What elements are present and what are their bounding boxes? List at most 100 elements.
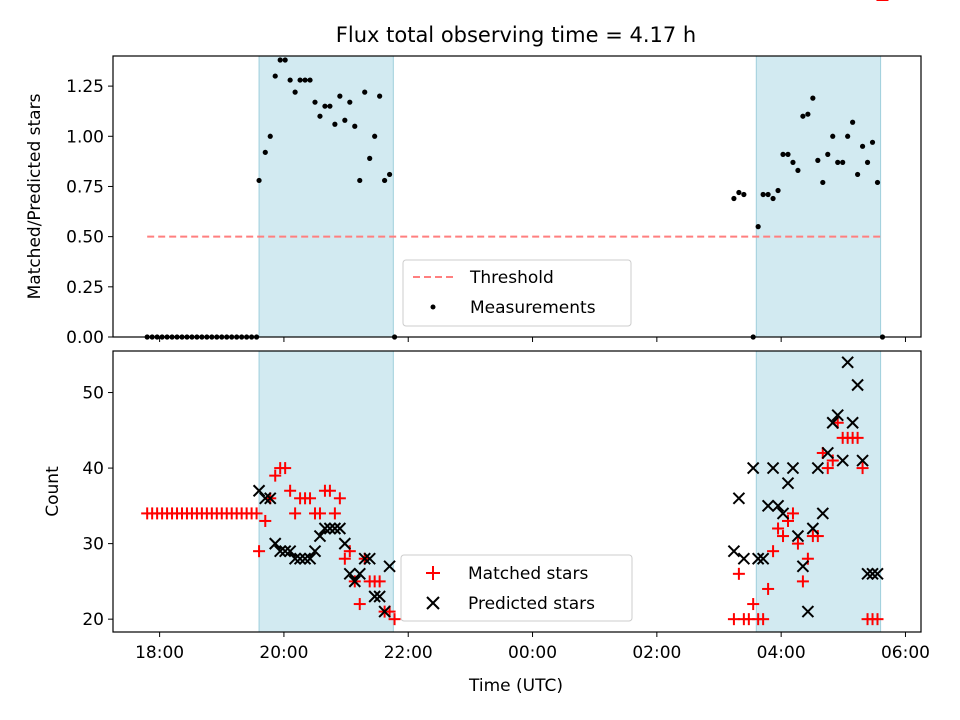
matched-star-point (304, 492, 317, 505)
predicted-star-point (318, 522, 332, 535)
x-tick-label: 20:00 (259, 643, 308, 663)
predicted-star-point (328, 522, 342, 535)
count-y-tick-label: 30 (82, 535, 104, 555)
predicted-star-point (353, 567, 366, 581)
threshold-legend-label: Threshold (469, 268, 554, 288)
matched-star-point (767, 545, 780, 558)
predicted-star-point (308, 544, 322, 558)
matched-star-point (323, 484, 336, 497)
measurement-point (287, 77, 293, 83)
matched-star-point (284, 484, 297, 497)
ratio-panel-frame (112, 55, 922, 338)
measurement-point (840, 159, 846, 165)
predicted-star-point (871, 567, 884, 581)
matched-star-point (313, 507, 326, 520)
measurement-point (302, 77, 308, 83)
measurement-point (372, 133, 378, 139)
predicted-star-point (737, 552, 751, 565)
measurement-point (760, 191, 766, 198)
predicted-star-point (348, 575, 361, 588)
measurement-point (322, 103, 328, 109)
measurement-point (850, 119, 856, 125)
predicted-star-point (846, 416, 859, 429)
matched-star-point (801, 552, 814, 565)
x-tick-label: 00:00 (508, 643, 557, 663)
matched-star-point (253, 545, 266, 558)
measurement-point (874, 179, 881, 186)
measurements-legend-label: Measurements (470, 298, 596, 318)
chart-title: Flux total observing time = 4.17 h (336, 23, 696, 47)
predicted-star-point (851, 378, 864, 392)
count-y-tick-label: 40 (82, 459, 104, 479)
measurement-point (755, 224, 761, 230)
predicted-star-point (811, 461, 825, 475)
x-axis-label: Time (UTC) (468, 676, 563, 696)
predicted-star-point (333, 522, 347, 535)
predicted-star-point (343, 567, 357, 581)
matched-star-point (772, 522, 785, 535)
measurement-point (352, 123, 358, 129)
predicted-star-point (727, 544, 741, 558)
count-legend-box (400, 554, 633, 622)
ratio-y-tick-label: 0.00 (66, 328, 104, 348)
measurement-point (805, 111, 811, 117)
matched-star-point (269, 469, 282, 482)
observing-window (755, 55, 882, 338)
predicted-star-point (269, 537, 282, 550)
predicted-star-point (761, 499, 775, 513)
measurement-point (292, 89, 298, 95)
predicted-star-point (283, 544, 297, 558)
measurement-point (297, 77, 303, 83)
measurement-point (736, 189, 742, 196)
measurement-point (864, 159, 871, 165)
observing-window (258, 55, 394, 338)
measurement-point (790, 159, 796, 165)
predicted-star-point (836, 454, 849, 467)
measurement-point (262, 149, 268, 155)
matched-star-point (856, 462, 869, 475)
predicted-star-point (368, 590, 381, 603)
matched-legend-swatch (426, 566, 440, 580)
matched-star-point (747, 598, 760, 611)
matched-star-point (279, 462, 292, 475)
measurement-point (282, 57, 288, 63)
predicted-star-point (732, 492, 746, 505)
predicted-star-point (866, 567, 879, 581)
predicted-star-point (298, 552, 312, 565)
predicted-star-point (358, 552, 371, 565)
x-tick-label: 06:00 (881, 643, 930, 663)
matched-star-point (826, 454, 839, 467)
predicted-star-point (288, 552, 302, 565)
predicted-star-point (323, 522, 337, 535)
predicted-star-point (746, 461, 760, 475)
predicted-star-point (821, 446, 834, 460)
predicted-star-point (756, 552, 770, 565)
matched-star-point (762, 582, 775, 595)
measurement-point (367, 155, 373, 161)
measurement-point (785, 151, 791, 157)
measurement-point (312, 99, 318, 105)
count-panel: 20 30 40 50 18:00 20:00 22:00 00:00 02:00 04:00 0… (43, 0, 930, 696)
matched-star-point (811, 530, 824, 543)
measurement-point (337, 93, 343, 99)
predicted-star-point (831, 408, 844, 422)
predicted-star-point (806, 522, 820, 535)
matched-star-point (777, 530, 790, 543)
predicted-star-point (383, 560, 396, 573)
ratio-legend: Threshold Measurements (402, 259, 632, 327)
predicted-star-point (766, 461, 780, 475)
measurement-point (731, 195, 737, 202)
observing-window (755, 350, 882, 633)
predicted-star-point (378, 605, 391, 618)
measurement-point (307, 77, 313, 83)
ratio-legend-box (402, 259, 632, 327)
predicted-star-point (259, 492, 272, 505)
ratio-y-tick-label: 0.25 (66, 278, 104, 298)
measurement-point (820, 179, 826, 186)
predicted-star-point (273, 544, 287, 558)
measurement-point (775, 187, 781, 194)
ratio-y-tick-label: 0.75 (66, 177, 104, 197)
matched-star-point (757, 613, 770, 626)
predicted-star-point (338, 537, 352, 550)
